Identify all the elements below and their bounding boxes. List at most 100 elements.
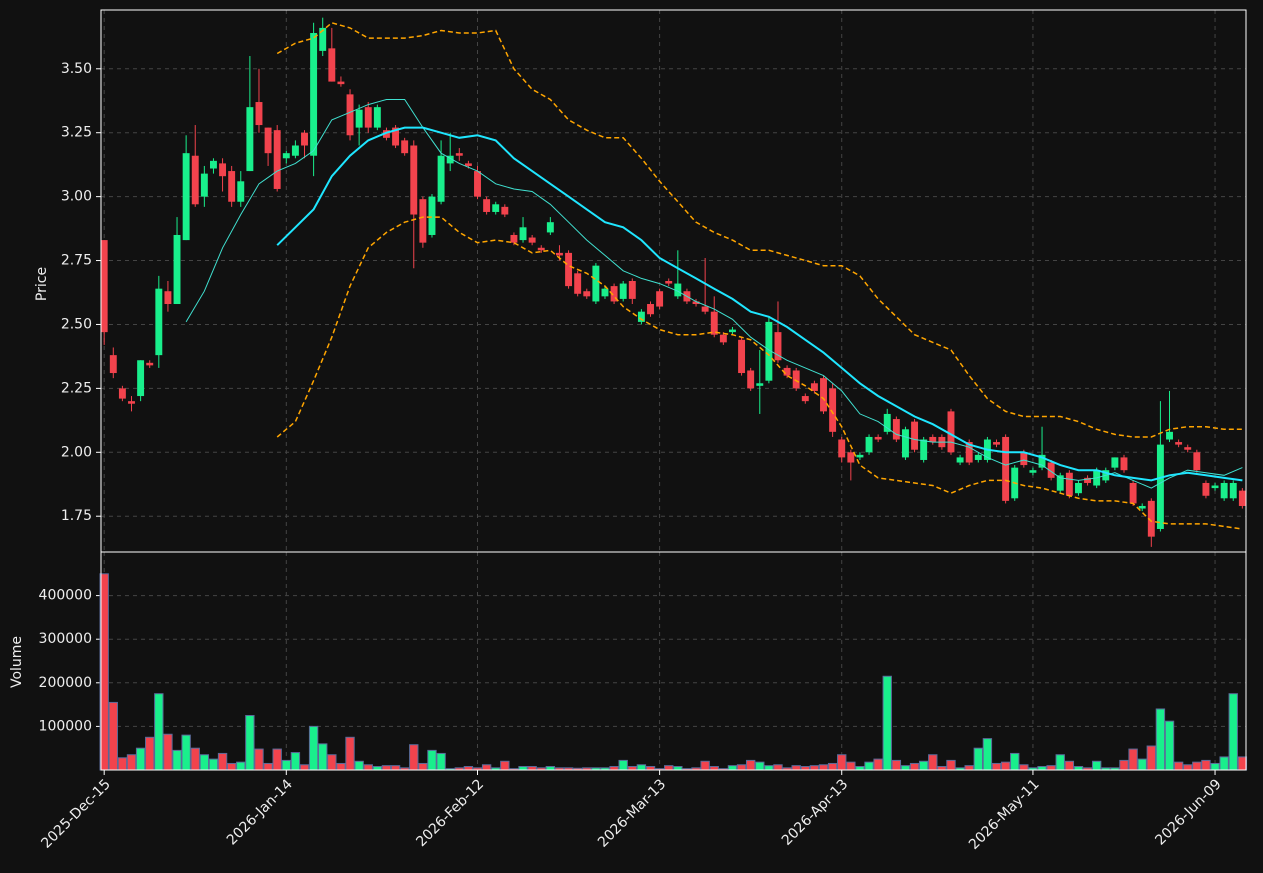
volume-bar — [208, 758, 219, 771]
volume-bar — [1046, 765, 1056, 771]
volume-bar — [1064, 760, 1075, 771]
volume-bar — [336, 762, 346, 771]
candle-body — [710, 311, 718, 335]
candle-body — [537, 247, 545, 251]
candle-body — [137, 360, 145, 397]
indicator-line — [276, 21, 1243, 438]
volume-bar — [791, 765, 801, 771]
y-tick-label: 3.50 — [61, 61, 92, 77]
volume-bar — [545, 766, 556, 771]
candle-body — [1065, 472, 1073, 496]
candle-body — [765, 321, 773, 381]
candle-body — [883, 413, 891, 432]
volume-bar — [827, 762, 838, 771]
volume-bar — [181, 734, 191, 771]
volume-bar — [773, 764, 783, 771]
volume-bar — [1019, 764, 1029, 771]
y-tick-label: 3.25 — [61, 125, 92, 141]
candle-body — [865, 436, 873, 453]
volume-bar — [527, 766, 537, 771]
candle-body — [364, 107, 372, 128]
candle-body — [455, 153, 463, 156]
candle-body — [128, 401, 135, 404]
candle-body — [546, 222, 554, 233]
y-tick-label: 2.50 — [61, 316, 92, 332]
volume-bar — [1228, 693, 1238, 771]
candle-body — [1220, 482, 1228, 499]
volume-bar — [327, 754, 337, 771]
candle-body — [637, 311, 645, 322]
volume-bar — [1119, 759, 1129, 771]
candle-body — [373, 107, 381, 128]
volume-bar — [918, 760, 929, 771]
candle-body — [993, 442, 1000, 445]
candle-body — [1111, 457, 1119, 468]
candle-body — [301, 132, 308, 146]
candle-body — [901, 429, 909, 458]
y-tick-label: 400000 — [39, 588, 92, 604]
volume-bar — [1237, 756, 1248, 771]
candle-body — [474, 171, 481, 197]
candle-body — [974, 454, 982, 460]
candle-body — [273, 130, 281, 189]
volume-bar — [837, 754, 847, 771]
candle-body — [956, 457, 964, 463]
volume-bar — [172, 749, 182, 771]
candle-body — [929, 436, 937, 443]
volume-bar — [1192, 761, 1202, 771]
volume-bar — [199, 754, 210, 771]
candle-body — [1002, 436, 1010, 501]
volume-bar — [245, 715, 255, 771]
candle-body — [209, 160, 217, 169]
volume-bar — [290, 752, 301, 771]
candle-body — [756, 383, 764, 386]
volume-bar — [627, 766, 637, 771]
volume-bar — [709, 766, 719, 771]
candle-body — [392, 127, 400, 146]
candle-body — [1120, 457, 1128, 471]
candle-body — [428, 196, 436, 235]
volume-bar — [190, 747, 200, 771]
candle-body — [1166, 431, 1173, 440]
volume-bar — [755, 761, 765, 771]
volume-bar — [281, 759, 291, 771]
candle-body — [1056, 475, 1064, 491]
volume-bar — [964, 765, 974, 771]
volume-bar — [1091, 760, 1102, 771]
volume-bar — [946, 759, 956, 771]
volume-bar — [1155, 708, 1166, 771]
candle-body — [674, 283, 682, 297]
candle-body — [155, 288, 163, 356]
candle-body — [483, 199, 491, 212]
candle-body — [255, 102, 263, 126]
volume-bar — [727, 765, 738, 771]
candle-body — [965, 442, 973, 463]
volume-bar — [873, 758, 883, 771]
volume-bar — [937, 766, 947, 771]
y-tick-label: 2.25 — [61, 380, 92, 396]
candle-body — [829, 388, 837, 432]
candle-body — [1038, 454, 1046, 468]
volume-bar — [418, 762, 428, 771]
candle-body — [874, 436, 882, 440]
candle-body — [164, 291, 172, 305]
candle-body — [346, 94, 354, 136]
candle-body — [747, 370, 755, 389]
volume-bar — [135, 747, 146, 771]
candle-body — [382, 130, 390, 138]
candle-body — [464, 163, 472, 166]
candle-body — [601, 288, 609, 297]
candle-body — [337, 81, 345, 85]
candle-body — [947, 411, 955, 453]
volume-bar — [1183, 764, 1193, 771]
candle-body — [701, 306, 709, 312]
volume-bar — [372, 766, 383, 771]
volume-bar — [745, 759, 756, 771]
candle-body — [728, 329, 736, 333]
volume-bar — [736, 764, 747, 771]
volume-bar — [609, 766, 619, 771]
candle-body — [200, 173, 208, 197]
volume-bar — [263, 762, 273, 771]
